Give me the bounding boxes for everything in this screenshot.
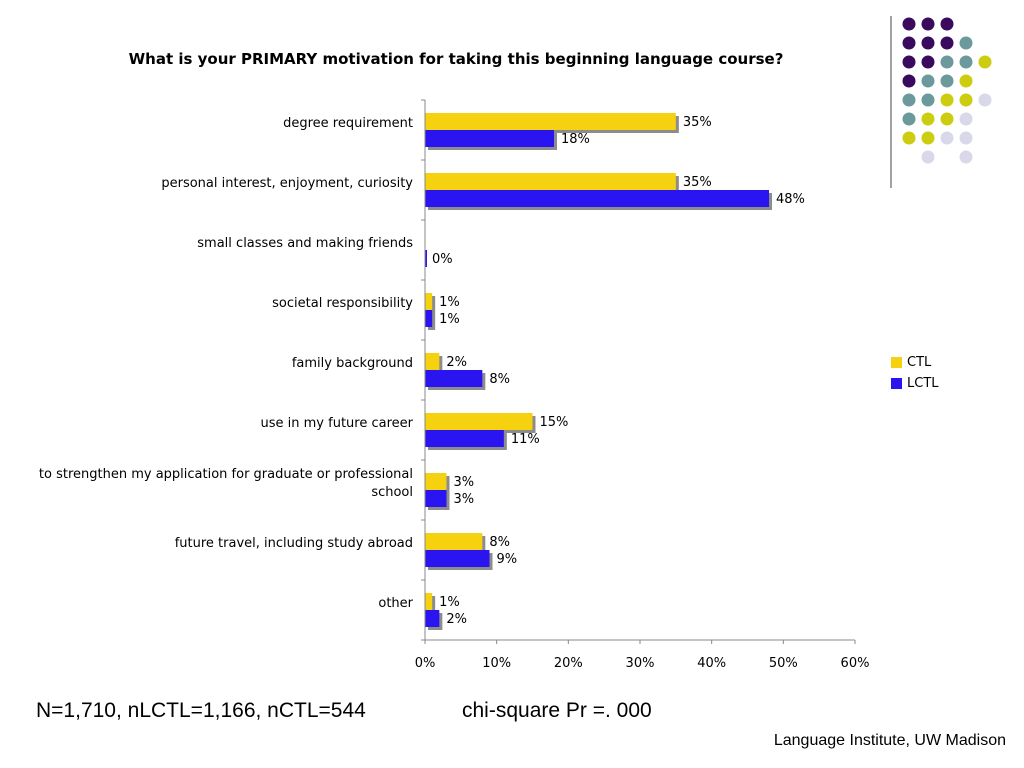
decor-dot <box>940 93 954 107</box>
decor-dot <box>959 55 973 69</box>
data-label-ctl-3: 1% <box>439 295 460 310</box>
bar-lctl-1 <box>425 190 769 207</box>
category-label-5: use in my future career <box>261 416 414 431</box>
legend-label-lctl: LCTL <box>907 376 939 391</box>
legend-label-ctl: CTL <box>907 355 932 370</box>
category-label-6: school <box>371 485 413 500</box>
bar-ctl-1 <box>425 173 676 190</box>
bar-lctl-4 <box>425 370 483 387</box>
data-label-lctl-6: 3% <box>454 492 475 507</box>
category-label-4: family background <box>292 356 413 371</box>
category-label-2: small classes and making friends <box>197 236 413 251</box>
decor-dot <box>902 112 916 126</box>
decor-dot <box>921 131 935 145</box>
source-credit: Language Institute, UW Madison <box>773 732 1006 749</box>
decorative-dot-pattern <box>890 16 992 188</box>
decor-dot <box>902 131 916 145</box>
bar-ctl-5 <box>425 413 533 430</box>
legend-swatch-lctl <box>891 378 902 389</box>
decor-dot <box>978 55 992 69</box>
bar-lctl-6 <box>425 490 447 507</box>
decor-dot <box>959 112 973 126</box>
x-tick-label-4: 40% <box>697 656 726 671</box>
decor-dot <box>940 112 954 126</box>
data-labels-layer: 35% 18% 35% 48% 0% 1% 1% 2% 8% 15%11% 3% 3% 8% 9% 1% 2% <box>432 115 805 627</box>
decor-dot <box>940 17 954 31</box>
decor-dot <box>940 131 954 145</box>
data-label-ctl-0: 35% <box>683 115 712 130</box>
legend-item-ctl: CTL <box>891 352 939 373</box>
data-label-ctl-8: 1% <box>439 595 460 610</box>
category-label-0: degree requirement <box>283 116 413 131</box>
legend: CTL LCTL <box>891 352 939 394</box>
legend-item-lctl: LCTL <box>891 373 939 394</box>
x-tick-label-6: 60% <box>841 656 870 671</box>
chart-title: What is your PRIMARY motivation for taki… <box>128 50 784 68</box>
data-label-lctl-5: 11% <box>511 432 540 447</box>
data-label-lctl-7: 9% <box>497 552 518 567</box>
data-label-ctl-5: 15% <box>540 415 569 430</box>
decor-dot <box>921 74 935 88</box>
decor-dot <box>959 93 973 107</box>
bar-ctl-0 <box>425 113 676 130</box>
x-tick-label-0: 0% <box>415 656 436 671</box>
bar-ctl-3 <box>425 293 433 310</box>
bar-lctl-7 <box>425 550 490 567</box>
data-label-lctl-1: 48% <box>776 192 805 207</box>
decor-dot <box>978 93 992 107</box>
decor-dot <box>940 36 954 50</box>
data-label-lctl-4: 8% <box>489 372 510 387</box>
data-label-lctl-3: 1% <box>439 312 460 327</box>
data-label-lctl-8: 2% <box>446 612 467 627</box>
decor-dot <box>902 74 916 88</box>
decor-dot <box>959 131 973 145</box>
x-tick-label-1: 10% <box>482 656 511 671</box>
bar-chart: 35% 18% 35% 48% 0% 1% 1% 2% 8% 15%11% 3% 3% 8% 9% 1% 2%… <box>39 99 870 671</box>
decor-dot <box>902 55 916 69</box>
bar-ctl-6 <box>425 473 447 490</box>
decor-dot <box>940 74 954 88</box>
decor-dot <box>940 55 954 69</box>
decor-dot <box>959 36 973 50</box>
decor-dot <box>921 112 935 126</box>
decor-dot <box>959 74 973 88</box>
x-tick-label-5: 50% <box>769 656 798 671</box>
bars-layer <box>425 113 772 630</box>
category-label-1: personal interest, enjoyment, curiosity <box>161 176 413 191</box>
axes-layer: 0% 10% 20% 30% 40% 50% 60% <box>415 99 870 671</box>
decor-dot <box>902 36 916 50</box>
decor-dot <box>921 55 935 69</box>
decor-dot <box>902 17 916 31</box>
sample-size-note: N=1,710, nLCTL=1,166, nCTL=544 <box>36 699 366 722</box>
category-label-7: future travel, including study abroad <box>175 536 413 551</box>
bar-lctl-5 <box>425 430 504 447</box>
bar-ctl-7 <box>425 533 483 550</box>
decor-dot <box>921 93 935 107</box>
data-label-ctl-6: 3% <box>454 475 475 490</box>
data-label-lctl-0: 18% <box>561 132 590 147</box>
bar-lctl-0 <box>425 130 554 147</box>
decor-dot <box>921 36 935 50</box>
decor-dot <box>902 93 916 107</box>
data-label-ctl-7: 8% <box>489 535 510 550</box>
chi-square-note: chi-square Pr =. 000 <box>462 699 652 722</box>
bar-ctl-8 <box>425 593 433 610</box>
data-label-ctl-1: 35% <box>683 175 712 190</box>
bar-ctl-4 <box>425 353 440 370</box>
data-label-ctl-4: 2% <box>446 355 467 370</box>
bar-lctl-3 <box>425 310 433 327</box>
data-label-lctl-2: 0% <box>432 252 453 267</box>
bar-lctl-8 <box>425 610 440 627</box>
category-label-8: other <box>378 596 413 611</box>
legend-swatch-ctl <box>891 357 902 368</box>
x-tick-label-2: 20% <box>554 656 583 671</box>
x-tick-label-3: 30% <box>626 656 655 671</box>
decor-dot <box>921 17 935 31</box>
bar-lctl-2 <box>425 250 427 267</box>
category-label-3: societal responsibility <box>272 296 413 311</box>
category-labels-layer: degree requirement personal interest, enj… <box>39 116 414 611</box>
decor-dot <box>921 150 935 164</box>
category-label-6: to strengthen my application for graduat… <box>39 467 413 482</box>
decor-dot <box>959 150 973 164</box>
